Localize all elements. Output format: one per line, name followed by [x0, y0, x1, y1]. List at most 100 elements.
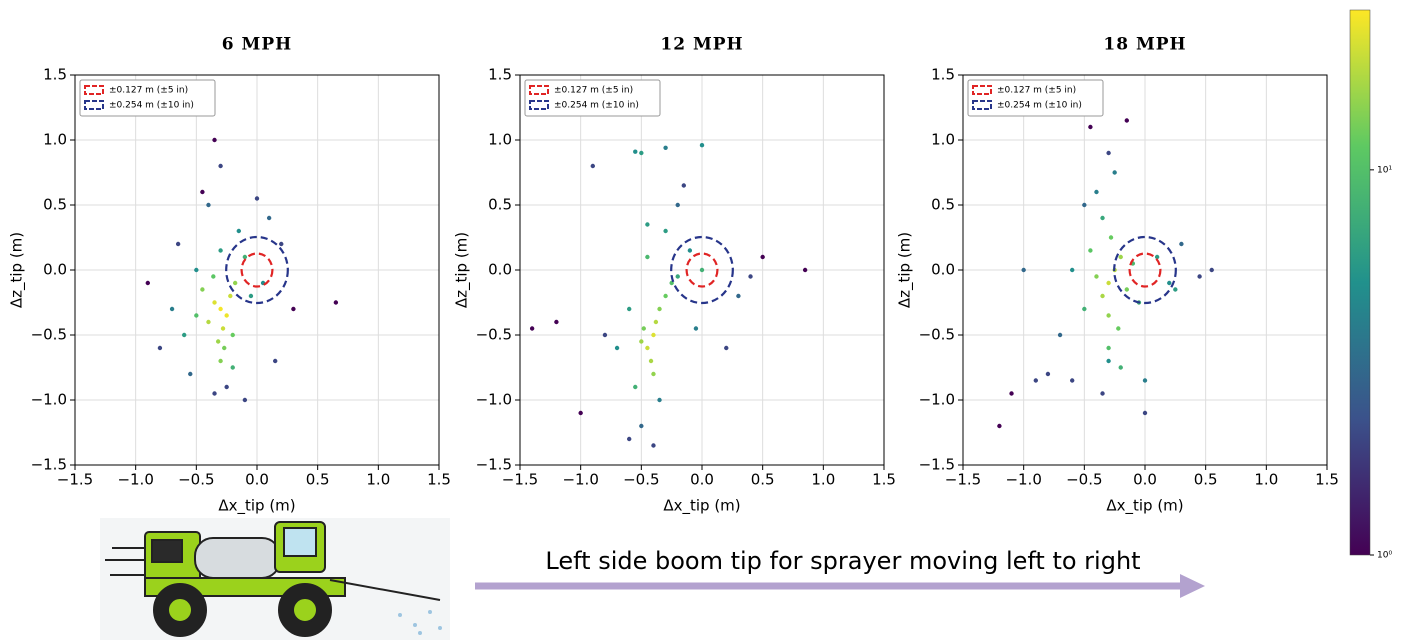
point — [333, 300, 339, 305]
point — [724, 345, 729, 351]
point — [699, 267, 705, 273]
legend-label: ±0.254 m (±10 in) — [997, 101, 1082, 111]
point — [760, 254, 765, 260]
y-axis-label: Δz_tip (m) — [453, 232, 472, 308]
y-axis-label: Δz_tip (m) — [8, 232, 27, 308]
chart-title: 12 MPH — [660, 35, 743, 55]
legend-box — [79, 79, 216, 117]
point — [242, 397, 248, 403]
colorbar-tick-label: 10⁰ — [1377, 551, 1392, 561]
point — [663, 228, 668, 234]
legend-swatch — [972, 85, 992, 95]
point — [687, 248, 693, 253]
axes-frame — [519, 74, 885, 466]
point — [1021, 267, 1026, 273]
x-tick-label: 0.5 — [751, 471, 775, 489]
point — [218, 358, 223, 364]
point — [1154, 254, 1160, 260]
point — [200, 287, 205, 292]
point — [653, 319, 659, 325]
point — [206, 319, 211, 325]
point — [748, 274, 753, 279]
point — [1070, 267, 1075, 273]
y-tick-label: 0.5 — [488, 196, 512, 214]
point — [266, 215, 272, 221]
point — [232, 280, 238, 286]
point — [194, 313, 199, 318]
legend-label: ±0.127 m (±5 in) — [554, 86, 633, 96]
x-tick-label: 1.5 — [872, 471, 896, 489]
point — [1118, 254, 1123, 260]
y-tick-label: −1.0 — [919, 391, 955, 409]
point — [1173, 287, 1178, 292]
y-tick-label: −1.5 — [31, 456, 67, 474]
point — [699, 143, 705, 148]
point — [182, 332, 187, 338]
point — [222, 345, 227, 351]
point — [188, 371, 193, 377]
point — [1179, 241, 1184, 247]
point — [663, 145, 668, 150]
point — [1009, 391, 1014, 396]
point — [218, 306, 223, 312]
point — [651, 332, 656, 338]
point — [657, 306, 662, 312]
point — [224, 313, 229, 318]
point — [218, 163, 223, 169]
tolerance-circle — [1113, 235, 1177, 305]
x-axis-label: Δx_tip (m) — [1106, 497, 1183, 516]
tolerance-circle — [685, 252, 719, 288]
point — [578, 410, 583, 416]
colorbar-tick-label: 10¹ — [1377, 165, 1392, 175]
tolerance-circle — [225, 235, 289, 305]
point — [639, 339, 644, 344]
x-tick-label: −1.5 — [502, 471, 538, 489]
point — [633, 384, 638, 390]
point — [291, 306, 296, 312]
point — [645, 254, 650, 260]
point — [228, 293, 233, 299]
x-tick-label: 1.5 — [427, 471, 451, 489]
panel: −1.5 −1.0 −0.5 0.0 0.5 1.0 1.5 −1.5 −1.0 −0.5 0.0 0… — [896, 35, 1339, 516]
point — [242, 254, 248, 260]
point — [693, 326, 699, 331]
point — [554, 319, 559, 325]
point — [645, 222, 650, 227]
point — [1106, 345, 1111, 351]
x-axis-label: Δx_tip (m) — [218, 497, 295, 516]
point — [590, 163, 595, 169]
point — [194, 267, 199, 273]
point — [279, 241, 284, 247]
point — [641, 326, 646, 331]
y-tick-label: 1.5 — [931, 66, 955, 84]
point — [212, 391, 217, 396]
point — [230, 332, 235, 338]
y-tick-label: 1.0 — [488, 131, 512, 149]
legend-swatch — [84, 85, 104, 95]
point — [230, 365, 235, 370]
legend-label: ±0.254 m (±10 in) — [554, 101, 639, 111]
y-tick-label: 0.0 — [931, 261, 955, 279]
point — [254, 196, 260, 201]
legend-label: ±0.254 m (±10 in) — [109, 101, 194, 111]
point — [1094, 274, 1099, 279]
legend-swatch — [84, 100, 104, 110]
point — [1106, 358, 1111, 364]
point — [675, 274, 680, 279]
x-tick-label: 1.0 — [811, 471, 835, 489]
point — [1082, 306, 1087, 312]
y-tick-label: 1.0 — [931, 131, 955, 149]
point — [224, 384, 229, 390]
point — [602, 332, 608, 338]
point — [997, 423, 1002, 429]
point — [1070, 378, 1075, 383]
point — [1106, 150, 1111, 156]
point — [645, 345, 650, 351]
point — [639, 150, 644, 156]
point — [206, 202, 211, 208]
point — [802, 267, 808, 273]
point — [1106, 313, 1111, 318]
point — [651, 443, 656, 448]
point — [1033, 378, 1039, 383]
point — [1116, 326, 1121, 331]
